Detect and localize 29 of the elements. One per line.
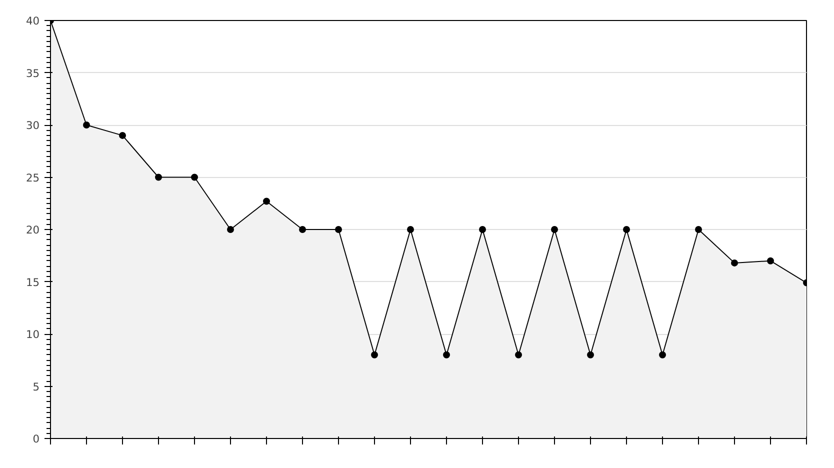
y-tick-label: 35 xyxy=(26,66,40,80)
y-tick-label: 10 xyxy=(26,328,40,341)
y-tick-label: 40 xyxy=(26,14,40,28)
point xyxy=(659,351,666,358)
point xyxy=(767,257,774,264)
y-tick-label: 15 xyxy=(26,276,40,289)
point xyxy=(551,226,558,233)
point xyxy=(695,226,702,233)
point xyxy=(335,226,342,233)
point xyxy=(371,351,378,358)
point xyxy=(479,226,486,233)
y-tick-label: 20 xyxy=(26,224,40,236)
y-tick-label: 25 xyxy=(26,171,40,184)
point xyxy=(407,226,414,233)
point xyxy=(119,132,126,139)
point xyxy=(263,198,270,205)
point xyxy=(587,351,594,358)
y-tick-label: 30 xyxy=(26,119,40,132)
point xyxy=(731,259,738,266)
y-tick-label: 0 xyxy=(32,432,40,446)
point xyxy=(191,174,198,181)
y-tick-label: 5 xyxy=(32,380,40,394)
point xyxy=(515,351,522,358)
point xyxy=(155,174,162,181)
point xyxy=(443,351,450,358)
point xyxy=(299,226,306,233)
point xyxy=(227,226,234,233)
point xyxy=(83,122,90,128)
point xyxy=(623,226,630,233)
